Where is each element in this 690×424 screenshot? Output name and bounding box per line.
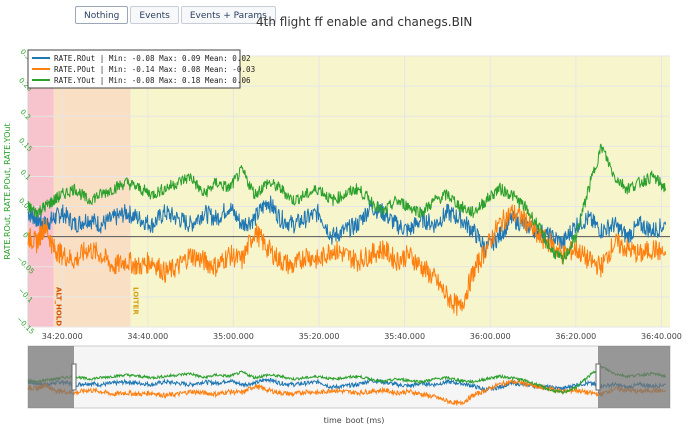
slider-series-0 (27, 377, 667, 393)
flight-mode-bands (28, 56, 671, 327)
x-tick-label-5: 36:00.000 (470, 332, 511, 341)
nothing-button[interactable]: Nothing (75, 6, 129, 24)
slider-handle-left[interactable] (71, 363, 77, 391)
x-tick-label-7: 36:40.000 (641, 332, 682, 341)
mode-band-2 (130, 56, 671, 327)
axis-titles: RATE.ROut, RATE.POut, RATE.YOut time_boot… (3, 123, 384, 424)
x-tick-label-0: 34:20.000 (42, 332, 83, 341)
mode-band-0 (28, 56, 54, 327)
legend-entry-1[interactable]: RATE.POut | Min: -0.14 Max: 0.08 Mean: -… (54, 65, 255, 74)
series-line-rate-pout (27, 204, 667, 316)
y-axis-title: RATE.ROut, RATE.POut, RATE.YOut (3, 123, 12, 259)
legend[interactable]: RATE.ROut | Min: -0.08 Max: 0.09 Mean: 0… (27, 49, 255, 89)
chart-title: 4th flight ff enable and chanegs.BIN (256, 15, 473, 29)
mode-band-1 (53, 56, 131, 327)
x-tick-label-3: 35:20.000 (299, 332, 340, 341)
legend-box (27, 49, 241, 89)
event-toggle-group: Nothing Events Events + Params (75, 6, 276, 24)
legend-entry-2[interactable]: RATE.YOut | Min: -0.08 Max: 0.18 Mean: 0… (54, 76, 251, 85)
events-button[interactable]: Events (130, 6, 179, 24)
slider-handle-right[interactable] (595, 363, 601, 391)
x-axis-ticks: 34:20.000 34:40.000 35:00.000 35:20.000 35:4… (42, 332, 682, 341)
slider-mask-left (28, 346, 74, 408)
x-tick-label-6: 36:20.000 (555, 332, 596, 341)
flight-mode-labels: ALT_HOLD LOITER (55, 287, 140, 326)
range-slider-bg (27, 345, 671, 409)
x-axis-title: time_boot (ms) (324, 416, 385, 424)
range-slider[interactable] (27, 345, 671, 409)
mode-label-alt_hold: ALT_HOLD (55, 287, 63, 326)
slider-series-1 (27, 378, 667, 406)
series-line-rate-rout (27, 195, 667, 258)
series-line-rate-yout (27, 143, 667, 265)
series-lines (27, 143, 667, 316)
slider-series-2 (27, 365, 667, 395)
slider-mask-right (598, 346, 670, 408)
y-tick-label-3: 0 (21, 231, 30, 240)
events-params-button[interactable]: Events + Params (180, 6, 276, 24)
x-tick-label-2: 35:00.000 (213, 332, 254, 341)
mode-label-loiter: LOITER (132, 287, 140, 315)
x-tick-label-1: 34:40.000 (127, 332, 168, 341)
x-tick-label-4: 35:40.000 (384, 332, 425, 341)
legend-entry-0[interactable]: RATE.ROut | Min: -0.08 Max: 0.09 Mean: 0… (54, 54, 251, 63)
